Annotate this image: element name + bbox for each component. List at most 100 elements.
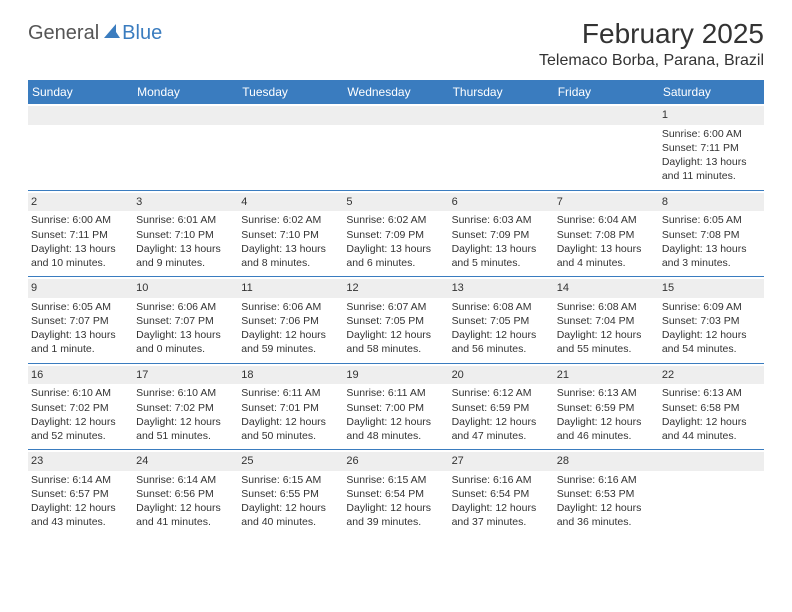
weeks-container: 1Sunrise: 6:00 AMSunset: 7:11 PMDaylight… [28, 104, 764, 536]
daylight-text: and 0 minutes. [136, 342, 235, 356]
daylight-text: and 43 minutes. [31, 515, 130, 529]
sunrise-text: Sunrise: 6:06 AM [241, 300, 340, 314]
day-cell: 20Sunrise: 6:12 AMSunset: 6:59 PMDayligh… [449, 364, 554, 450]
day-cell: 8Sunrise: 6:05 AMSunset: 7:08 PMDaylight… [659, 191, 764, 277]
daylight-text: Daylight: 13 hours [31, 328, 130, 342]
day-number: 24 [133, 452, 238, 471]
daylight-text: and 1 minute. [31, 342, 130, 356]
daylight-text: and 52 minutes. [31, 429, 130, 443]
daylight-text: and 10 minutes. [31, 256, 130, 270]
day-number: 21 [554, 366, 659, 385]
day-number: 26 [343, 452, 448, 471]
sunrise-text: Sunrise: 6:12 AM [452, 386, 551, 400]
sunset-text: Sunset: 7:04 PM [557, 314, 656, 328]
day-number [28, 106, 133, 125]
daylight-text: Daylight: 12 hours [241, 328, 340, 342]
day-number: 10 [133, 279, 238, 298]
brand-word1: General [28, 22, 99, 45]
sunset-text: Sunset: 7:01 PM [241, 401, 340, 415]
day-cell: 25Sunrise: 6:15 AMSunset: 6:55 PMDayligh… [238, 450, 343, 536]
day-cell: 1Sunrise: 6:00 AMSunset: 7:11 PMDaylight… [659, 104, 764, 190]
sunrise-text: Sunrise: 6:02 AM [346, 213, 445, 227]
daylight-text: Daylight: 13 hours [31, 242, 130, 256]
weekday-name: Friday [554, 80, 659, 104]
week-row: 2Sunrise: 6:00 AMSunset: 7:11 PMDaylight… [28, 190, 764, 277]
sunrise-text: Sunrise: 6:08 AM [557, 300, 656, 314]
day-cell [28, 104, 133, 190]
day-cell: 24Sunrise: 6:14 AMSunset: 6:56 PMDayligh… [133, 450, 238, 536]
daylight-text: Daylight: 12 hours [346, 415, 445, 429]
day-number [133, 106, 238, 125]
day-number [343, 106, 448, 125]
day-number: 28 [554, 452, 659, 471]
week-row: 23Sunrise: 6:14 AMSunset: 6:57 PMDayligh… [28, 449, 764, 536]
sunrise-text: Sunrise: 6:09 AM [662, 300, 761, 314]
day-number: 12 [343, 279, 448, 298]
daylight-text: Daylight: 13 hours [662, 242, 761, 256]
day-cell: 23Sunrise: 6:14 AMSunset: 6:57 PMDayligh… [28, 450, 133, 536]
day-number: 7 [554, 193, 659, 212]
day-cell: 6Sunrise: 6:03 AMSunset: 7:09 PMDaylight… [449, 191, 554, 277]
location: Telemaco Borba, Parana, Brazil [539, 52, 764, 70]
sunrise-text: Sunrise: 6:15 AM [346, 473, 445, 487]
sunset-text: Sunset: 7:05 PM [452, 314, 551, 328]
day-number: 25 [238, 452, 343, 471]
day-cell: 12Sunrise: 6:07 AMSunset: 7:05 PMDayligh… [343, 277, 448, 363]
day-cell: 13Sunrise: 6:08 AMSunset: 7:05 PMDayligh… [449, 277, 554, 363]
daylight-text: and 40 minutes. [241, 515, 340, 529]
sunset-text: Sunset: 7:11 PM [662, 141, 761, 155]
sunrise-text: Sunrise: 6:04 AM [557, 213, 656, 227]
daylight-text: Daylight: 12 hours [452, 415, 551, 429]
day-number: 22 [659, 366, 764, 385]
daylight-text: and 36 minutes. [557, 515, 656, 529]
sunrise-text: Sunrise: 6:16 AM [452, 473, 551, 487]
day-number: 18 [238, 366, 343, 385]
sunrise-text: Sunrise: 6:06 AM [136, 300, 235, 314]
daylight-text: and 46 minutes. [557, 429, 656, 443]
day-cell: 22Sunrise: 6:13 AMSunset: 6:58 PMDayligh… [659, 364, 764, 450]
weekday-name: Sunday [28, 80, 133, 104]
day-number: 15 [659, 279, 764, 298]
daylight-text: Daylight: 12 hours [346, 328, 445, 342]
weekday-name: Saturday [659, 80, 764, 104]
sunrise-text: Sunrise: 6:10 AM [136, 386, 235, 400]
sunrise-text: Sunrise: 6:14 AM [31, 473, 130, 487]
day-cell: 27Sunrise: 6:16 AMSunset: 6:54 PMDayligh… [449, 450, 554, 536]
header: General Blue February 2025 Telemaco Borb… [28, 18, 764, 70]
day-number: 16 [28, 366, 133, 385]
sunset-text: Sunset: 7:00 PM [346, 401, 445, 415]
sunset-text: Sunset: 6:53 PM [557, 487, 656, 501]
daylight-text: Daylight: 12 hours [31, 415, 130, 429]
sunset-text: Sunset: 6:54 PM [346, 487, 445, 501]
day-number: 9 [28, 279, 133, 298]
sunset-text: Sunset: 7:02 PM [136, 401, 235, 415]
daylight-text: Daylight: 12 hours [31, 501, 130, 515]
daylight-text: and 59 minutes. [241, 342, 340, 356]
day-cell: 19Sunrise: 6:11 AMSunset: 7:00 PMDayligh… [343, 364, 448, 450]
week-row: 9Sunrise: 6:05 AMSunset: 7:07 PMDaylight… [28, 276, 764, 363]
daylight-text: and 5 minutes. [452, 256, 551, 270]
day-number: 6 [449, 193, 554, 212]
sunset-text: Sunset: 7:08 PM [662, 228, 761, 242]
sunset-text: Sunset: 7:09 PM [452, 228, 551, 242]
daylight-text: Daylight: 12 hours [241, 501, 340, 515]
title-block: February 2025 Telemaco Borba, Parana, Br… [539, 18, 764, 70]
daylight-text: Daylight: 13 hours [241, 242, 340, 256]
daylight-text: Daylight: 12 hours [557, 328, 656, 342]
daylight-text: Daylight: 13 hours [136, 328, 235, 342]
day-cell: 26Sunrise: 6:15 AMSunset: 6:54 PMDayligh… [343, 450, 448, 536]
daylight-text: and 8 minutes. [241, 256, 340, 270]
day-number [554, 106, 659, 125]
daylight-text: Daylight: 13 hours [452, 242, 551, 256]
day-cell [238, 104, 343, 190]
daylight-text: and 58 minutes. [346, 342, 445, 356]
day-number: 13 [449, 279, 554, 298]
daylight-text: and 56 minutes. [452, 342, 551, 356]
weekday-name: Wednesday [343, 80, 448, 104]
brand-word2: Blue [122, 22, 162, 45]
sunset-text: Sunset: 7:03 PM [662, 314, 761, 328]
daylight-text: Daylight: 12 hours [557, 415, 656, 429]
day-number: 2 [28, 193, 133, 212]
sunset-text: Sunset: 7:05 PM [346, 314, 445, 328]
sunset-text: Sunset: 6:55 PM [241, 487, 340, 501]
